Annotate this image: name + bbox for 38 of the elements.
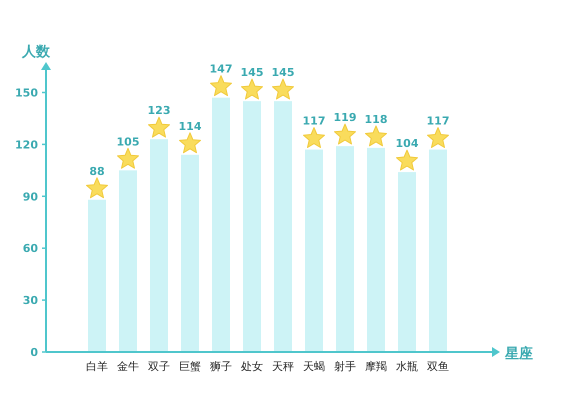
data-label: 117 <box>426 114 450 128</box>
data-label: 117 <box>302 114 326 128</box>
data-label: 119 <box>334 111 356 124</box>
data-label: 104 <box>396 137 419 150</box>
x-tick-label: 处女 <box>241 360 263 373</box>
x-tick-label: 水瓶 <box>396 360 418 373</box>
x-tick-label: 双鱼 <box>427 360 449 373</box>
y-tick-label: 60 <box>22 242 38 256</box>
bar <box>336 146 354 352</box>
y-tick-label: 120 <box>15 138 38 152</box>
x-tick-label: 狮子 <box>210 360 232 373</box>
data-label: 118 <box>364 112 388 126</box>
data-label: 123 <box>148 104 170 118</box>
data-label: 114 <box>178 120 202 133</box>
data-label: 147 <box>210 62 232 76</box>
bar <box>305 150 323 352</box>
x-tick-label: 天蝎 <box>303 360 325 373</box>
data-label: 145 <box>240 66 264 80</box>
y-tick-label: 150 <box>15 86 38 100</box>
x-tick-label: 天秤 <box>272 360 294 373</box>
x-tick-label: 白羊 <box>86 360 108 373</box>
y-axis-title: 人数 <box>21 44 51 60</box>
y-tick-label: 90 <box>22 190 38 204</box>
x-tick-label: 射手 <box>334 360 356 373</box>
x-tick-label: 巨蟹 <box>179 360 201 373</box>
data-label: 105 <box>116 135 140 148</box>
data-label: 145 <box>272 66 294 80</box>
bar <box>274 101 292 352</box>
data-label: 88 <box>89 164 105 178</box>
x-axis-title: 星座 <box>504 345 533 362</box>
bar <box>429 150 447 352</box>
x-tick-label: 摩羯 <box>365 360 387 373</box>
x-tick-label: 金牛 <box>117 360 139 373</box>
y-tick-label: 0 <box>30 346 38 359</box>
bar <box>243 101 261 352</box>
y-tick-label: 30 <box>22 294 38 308</box>
bar <box>398 172 416 352</box>
x-tick-label: 双子 <box>148 360 170 373</box>
